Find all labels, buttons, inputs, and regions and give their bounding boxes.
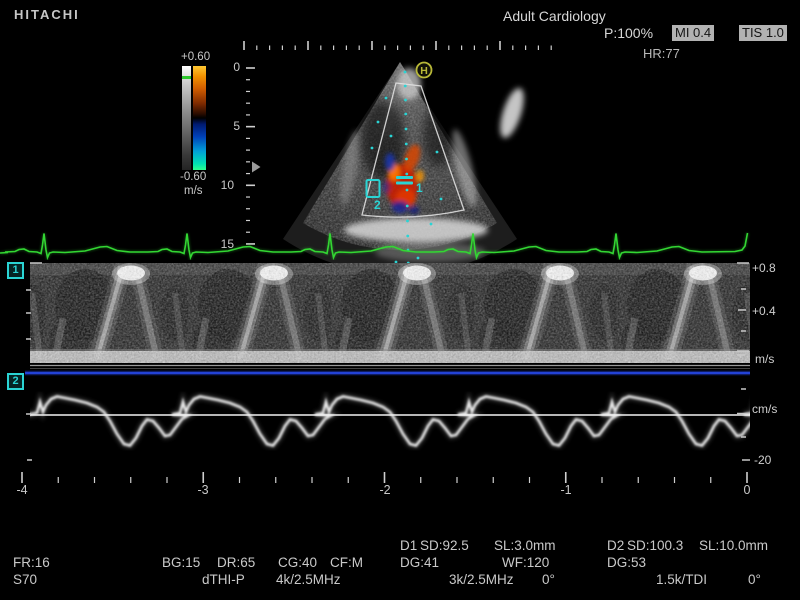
d1-angle: 0° (542, 572, 555, 587)
strip1-scale-mid: +0.4 (752, 304, 776, 318)
d2-sd: SD:100.3 (627, 538, 684, 553)
depth-label-15: 15 (220, 237, 234, 251)
d2-dg: DG:53 (607, 555, 647, 570)
spectral-strip-1 (25, 262, 750, 376)
color-doppler-flow (382, 144, 424, 214)
gray-scale-bar (182, 66, 191, 170)
svg-text:H: H (420, 65, 428, 77)
ecg-trace (0, 232, 750, 264)
strip1-scale-ticks (26, 262, 749, 356)
probe-name: S70 (13, 572, 38, 587)
frame-rate: FR:16 (13, 555, 50, 570)
top-distance-ruler (243, 41, 552, 50)
focus-marker-icon (252, 161, 261, 173)
d1-freq: 3k/2.5MHz (449, 572, 514, 587)
bg-value: BG:15 (162, 555, 201, 570)
gate2-label: 2 (374, 198, 381, 212)
cg-value: CG:40 (278, 555, 318, 570)
pw-gate-icon (396, 176, 413, 179)
heart-rate: HR:77 (643, 46, 680, 61)
acoustic-power: P:100% (604, 25, 654, 41)
d2-label: D2 (607, 538, 625, 553)
brand-logo: HITACHI (14, 7, 80, 22)
d2-angle: 0° (748, 572, 761, 587)
color-roi-outline (361, 82, 465, 218)
depth-label-10: 10 (220, 178, 234, 192)
strip2-badge: 2 (7, 373, 24, 390)
strip1-unit: m/s (755, 352, 775, 366)
color-scale-unit: m/s (184, 185, 203, 197)
bmode-freq: 4k/2.5MHz (276, 572, 341, 587)
strip2-scale-ticks (26, 388, 750, 461)
depth-label-5: 5 (233, 119, 240, 133)
doppler-cursors: 1 2 (365, 70, 443, 279)
gate1-label: 1 (416, 181, 423, 195)
strip2-scale-low: -20 (754, 453, 772, 467)
cf-value: CF:M (330, 555, 363, 570)
time-label-0: 0 (743, 483, 751, 497)
color-scale-max: +0.60 (181, 51, 211, 63)
d1-dg: DG:41 (400, 555, 440, 570)
d1-sd: SD:92.5 (420, 538, 469, 553)
strip1-badge: 1 (7, 262, 24, 279)
mi-badge: MI 0.4 (672, 25, 715, 41)
d1-sl: SL:3.0mm (494, 538, 556, 553)
tdi-gate-icon (365, 179, 381, 198)
strip2-unit: cm/s (752, 402, 778, 416)
exam-preset-title: Adult Cardiology (503, 8, 606, 24)
time-label-m4: -4 (16, 483, 28, 497)
time-axis-ruler (21, 472, 748, 483)
gain-marker (182, 76, 191, 79)
depth-ruler (246, 67, 255, 245)
depth-label-0: 0 (233, 60, 240, 74)
d1-label: D1 (400, 538, 418, 553)
bmode-sector-image: 1 2 H (283, 61, 524, 279)
time-label-m1: -1 (560, 483, 572, 497)
dr-value: DR:65 (217, 555, 256, 570)
color-doppler-bar (193, 66, 206, 170)
d2-freq: 1.5k/TDI (656, 572, 708, 587)
tdi-waveform (30, 395, 750, 447)
time-label-m3: -3 (197, 483, 209, 497)
spectral-strip-2 (30, 391, 750, 449)
time-label-m2: -2 (379, 483, 391, 497)
orientation-marker-icon: H (415, 61, 433, 79)
strip1-scale-high: +0.8 (752, 261, 776, 275)
d2-sl: SL:10.0mm (699, 538, 769, 553)
wf-value: WF:120 (502, 555, 550, 570)
color-scale-min: -0.60 (180, 171, 207, 183)
thi-mode: dTHI-P (202, 572, 245, 587)
tis-badge: TIS 1.0 (739, 25, 787, 41)
